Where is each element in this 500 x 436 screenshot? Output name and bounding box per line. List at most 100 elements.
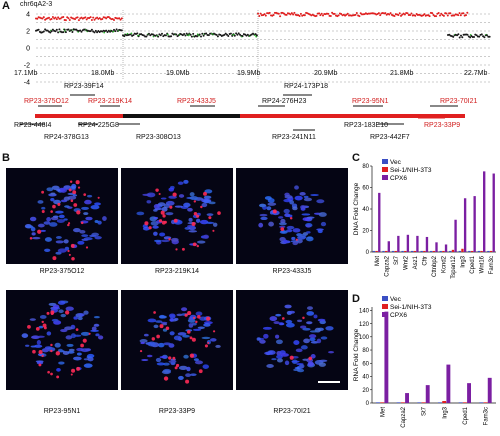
probe-dot [406, 12, 409, 15]
bar-cpx6 [384, 311, 389, 403]
category-label: St7 [422, 406, 428, 416]
probe-dot [442, 14, 445, 17]
probe-dot [255, 34, 258, 37]
y-tick-label: 60 [362, 361, 369, 367]
bar-cpx6 [387, 241, 390, 252]
bar-sei-1-nih-3t3 [442, 401, 447, 403]
bar-cpx6 [435, 242, 438, 252]
probe-dot [292, 13, 295, 16]
probe-dot [446, 14, 449, 17]
probe-dot [486, 34, 488, 37]
bac-label: RP23-39F14 [64, 83, 104, 90]
probe-dot [205, 32, 208, 35]
probe-dot [358, 15, 361, 18]
bar-sei-1-nih-3t3 [451, 249, 455, 252]
category-label: Cttnbp2 [432, 255, 438, 277]
bar-vec [449, 250, 452, 252]
bar-sei-1-nih-3t3 [432, 250, 436, 252]
probe-dot [440, 12, 443, 15]
probe-dot [184, 34, 187, 37]
probe-dot [264, 14, 267, 17]
x-tick-label: 20.9Mb [314, 70, 338, 77]
probe-dot [458, 36, 461, 39]
probe-dot [393, 15, 396, 18]
panel-c-letter: C [352, 152, 360, 164]
bar-sei-1-nih-3t3 [470, 250, 474, 252]
probe-dot [76, 16, 79, 19]
probe-dot [130, 32, 133, 35]
probe-dot [132, 34, 135, 37]
probe-dot [64, 19, 67, 22]
category-label: Wnt2 [403, 255, 409, 270]
bar-cpx6 [444, 244, 448, 252]
bar-sei-1-nih-3t3 [480, 250, 483, 252]
probe-dot [93, 31, 96, 34]
probe-dot [423, 13, 426, 16]
bar-vec [468, 250, 471, 252]
probe-dot [115, 28, 118, 31]
probe-dot [319, 14, 322, 17]
probe-dot [437, 11, 440, 14]
x-tick-label: 19.0Mb [166, 70, 190, 77]
bar-cpx6 [454, 219, 457, 252]
probe-dot [44, 28, 47, 31]
probe-dot [461, 36, 464, 39]
y-tick-label: 140 [359, 309, 370, 315]
probe-dot [54, 16, 57, 19]
probe-dot [114, 30, 117, 33]
bar-vec [410, 250, 414, 252]
probe-dot [277, 12, 280, 15]
probe-dot [84, 16, 87, 19]
probe-dot [257, 12, 259, 15]
probe-dot [112, 30, 115, 33]
probe-dot [355, 11, 358, 14]
probe-dot [202, 34, 205, 37]
probe-dot [42, 16, 45, 19]
bar-cpx6 [397, 235, 400, 252]
x-tick-label: 17.1Mb [14, 70, 38, 77]
fish-caption: RP23-433J5 [272, 268, 312, 275]
probe-dot [466, 33, 469, 36]
probe-dot [200, 35, 202, 38]
bar-sei-1-nih-3t3 [404, 250, 407, 252]
bac-label: RP23-442F7 [370, 134, 410, 141]
bac-label: RP23-95N1 [352, 98, 389, 105]
panel-d-letter: D [352, 293, 360, 305]
probe-dot [388, 13, 391, 16]
probe-dot [157, 35, 160, 38]
probe-dot [432, 13, 435, 16]
y-tick-label: 0 [366, 401, 370, 407]
bar-sei-1-nih-3t3 [384, 250, 388, 252]
bac-label: RP23-375O12 [24, 98, 69, 105]
probe-dot [445, 12, 448, 15]
probe-dot [403, 13, 406, 16]
bar-sei-1-nih-3t3 [394, 250, 397, 252]
probe-dot [483, 36, 486, 39]
legend-label: Vec [390, 159, 402, 166]
track-black-segment [35, 114, 365, 118]
probe-dot [120, 17, 123, 20]
bac-label: RP24-225G8 [78, 122, 119, 129]
legend-swatch [382, 296, 388, 301]
probe-dot [329, 15, 332, 18]
probe-dot [327, 12, 330, 15]
probe-dot [478, 35, 481, 38]
category-label: Ing3 [461, 255, 467, 267]
probe-dot [283, 12, 285, 15]
probe-dot [41, 17, 44, 20]
fish-image [121, 168, 233, 264]
track-red-segment [35, 114, 123, 118]
bar-vec [439, 250, 442, 252]
probe-dot [229, 32, 232, 35]
x-tick-label: 22.7Mb [464, 70, 488, 77]
probe-dot [113, 19, 115, 22]
probe-dot [459, 14, 462, 17]
probe-dot [145, 35, 148, 38]
probe-dot [466, 11, 469, 14]
x-tick-label: 18.0Mb [91, 70, 115, 77]
probe-dot [46, 29, 49, 32]
probe-dot [49, 31, 52, 34]
probe-dot [237, 32, 240, 35]
probe-dot [431, 12, 434, 15]
probe-dot [55, 18, 58, 21]
